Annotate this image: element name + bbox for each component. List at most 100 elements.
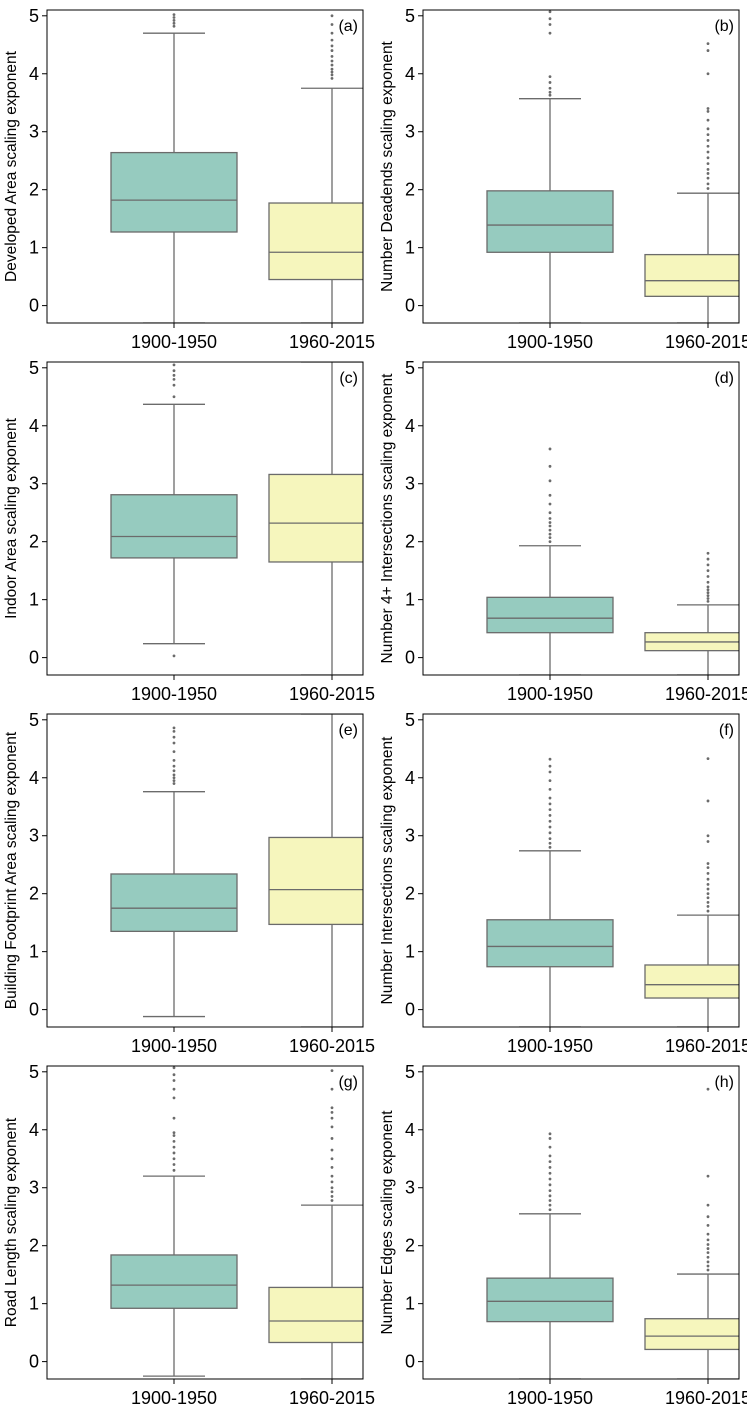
- panel-a-ytick-label-1: 1: [29, 238, 39, 258]
- panel-e-box-1900-1950-outlier-11: [172, 726, 176, 730]
- panel-c-ytick-label-2: 2: [29, 532, 39, 552]
- panel-h-box-1900-1950: [486, 1277, 614, 1323]
- panel-g-box-1900-1950-outlier-6: [172, 1134, 176, 1137]
- panel-f-ytick-label-0: 0: [405, 1000, 415, 1020]
- panel-f-box-1900-1950-outlier-6: [548, 814, 552, 817]
- panel-b-box-1960-2015-outlier-6: [706, 156, 710, 160]
- panel-b-box-1900-1950-outlier-7: [548, 17, 552, 21]
- panel-g-ytick-label-0: 0: [29, 1352, 39, 1372]
- panel-f-box-1960-2015-outlier-12: [706, 834, 710, 838]
- panel-e-box-1900-1950-outlier-3: [172, 773, 176, 777]
- panel-f-label: (f): [719, 722, 734, 739]
- panel-h-box-1900-1950-outlier-2: [548, 1199, 552, 1202]
- panel-g-box-1960-2015-outlier-10: [330, 1125, 334, 1129]
- panel-h-ylabel: Number Edges scaling exponent: [379, 1110, 396, 1335]
- panel-a-xtick-label-1900-1950: 1900-1950: [131, 332, 217, 352]
- panel-e-box-1900-1950-outlier-7: [172, 750, 176, 754]
- panel-d-label: (d): [714, 370, 734, 387]
- panel-f-box-1960-2015-outlier-4: [706, 892, 710, 896]
- panel-h-xtick-label-1960-2015: 1960-2015: [665, 1388, 747, 1408]
- panel-b-box-1960-2015-outlier-9: [706, 139, 710, 142]
- panel-e-box-1900-1950-outlier-9: [172, 735, 176, 739]
- panel-d-box-1960-2015-outlier-3: [706, 591, 710, 595]
- panel-e-ytick-label-5: 5: [29, 710, 39, 730]
- panel-b-chart: 0 1 2 3 4 5 1900-1950 1960-2015 Number Deadends …: [379, 6, 747, 352]
- panel-e-box-1900-1950-outlier-10: [172, 729, 176, 733]
- panel-d-ytick-label-5: 5: [405, 358, 415, 378]
- panel-h-box-1960-2015-outlier-13: [706, 1087, 710, 1091]
- panel-f-box-1960-2015-outlier-0: [706, 909, 710, 913]
- panel-d-box-1960-2015-outlier-4: [706, 588, 710, 592]
- panel-b-box-1900-1950-outlier-6: [548, 23, 552, 26]
- panel-e-box-1900-1950-outlier-4: [172, 769, 176, 773]
- panel-c-ytick-label-0: 0: [29, 648, 39, 668]
- panel-e-plot-area: [110, 714, 363, 1027]
- panel-h-box-1900-1950-outlier-10: [548, 1154, 552, 1158]
- panel-c-box-1900-1950-outlier-6: [172, 363, 176, 367]
- panel-b-box-1900-1950-outlier-0: [548, 93, 552, 97]
- panel-a-box-1960-2015: [268, 202, 363, 281]
- panel-h-box-1900-1950-outlier-9: [548, 1160, 552, 1164]
- panel-g-box-1900-1950-outlier-9: [172, 1096, 176, 1100]
- panel-a-box-1960-2015-outlier-11: [330, 23, 334, 26]
- panel-a-box-1900-1950-outlier-3: [172, 16, 176, 19]
- panel-d-xtick-label-1960-2015: 1960-2015: [665, 684, 747, 704]
- panel-a-ytick-label-2: 2: [29, 180, 39, 200]
- panel-a-box-1960-2015-outlier-9: [330, 38, 334, 42]
- panel-b-box-1960-2015-outlier-1: [706, 182, 710, 186]
- panel-d-box-1900-1950-outlier-4: [548, 524, 552, 528]
- panel-f-xtick-label-1900-1950: 1900-1950: [507, 1036, 593, 1056]
- panel-c-chart: 0 1 2 3 4 5 1900-1950 1960-2015 Indoor Area scal…: [3, 358, 375, 704]
- panel-f-box-1960-2015-outlier-1: [706, 905, 710, 908]
- panel-e-ytick-label-2: 2: [29, 884, 39, 904]
- panel-d-ytick-label-4: 4: [405, 416, 415, 436]
- panel-c-box-1900-1950-outlier-4: [172, 373, 176, 377]
- panel-e-box-1900-1950-outlier-0: [172, 782, 176, 785]
- panel-g-xtick-label-1900-1950: 1900-1950: [131, 1388, 217, 1408]
- panel-e-ytick-label-3: 3: [29, 826, 39, 846]
- panel-g-box-1960-2015-outlier-15: [330, 1069, 334, 1073]
- panel-f-box-1900-1950-outlier-11: [548, 779, 552, 783]
- panel-b-box-1960-2015-outlier-14: [706, 107, 710, 110]
- panel-d-plot-area: [486, 447, 739, 675]
- panel-c-xtick-label-1900-1950: 1900-1950: [131, 684, 217, 704]
- panel-e-box-1900-1950: [110, 873, 238, 933]
- panel-h-box-1960-2015-outlier-8: [706, 1232, 710, 1236]
- panel-b-label: (b): [714, 18, 734, 35]
- panel-e-box-1900-1950-outlier-5: [172, 764, 176, 768]
- panel-g-box-1900-1950-outlier-0: [172, 1168, 176, 1172]
- panel-g-box-1900-1950-outlier-10: [172, 1087, 176, 1091]
- panel-c-box-1960-2015: [268, 473, 363, 563]
- panel-b-box-1960-2015-outlier-8: [706, 144, 710, 148]
- panel-h-box-1960-2015-outlier-0: [706, 1268, 710, 1272]
- panel-e-label: (e): [338, 722, 358, 739]
- panel-h-box-1900-1950-outlier-13: [548, 1132, 552, 1136]
- panel-a-xtick-label-1960-2015: 1960-2015: [289, 332, 375, 352]
- panel-b-box-1960-2015-outlier-5: [706, 162, 710, 166]
- panel-f-box-1960-2015-outlier-8: [706, 871, 710, 875]
- panel-f-plot-area: [486, 757, 739, 1027]
- panel-g-box-1960-2015-outlier-2: [330, 1190, 334, 1194]
- panel-d-box-1960-2015-outlier-6: [706, 580, 710, 584]
- panel-g-box-1960-2015-outlier-8: [330, 1148, 334, 1152]
- panel-f-box-1900-1950-outlier-4: [548, 825, 552, 829]
- panel-g-box-1960-2015-outlier-14: [330, 1087, 334, 1091]
- panel-h-plot-area: [486, 1087, 739, 1379]
- panel-f-box-1960-2015-outlier-14: [706, 757, 710, 761]
- panel-d-box-1900-1950-outlier-10: [548, 479, 552, 483]
- panel-g-box-1960-2015-outlier-5: [330, 1174, 334, 1178]
- panel-h-box-1960-2015-outlier-10: [706, 1215, 710, 1219]
- panel-g-box-1900-1950-outlier-7: [172, 1131, 176, 1135]
- panel-c-box-1900-1950: [110, 494, 238, 559]
- panel-b-ylabel: Number Deadends scaling exponent: [379, 40, 396, 291]
- panel-b-box-1960-2015-outlier-10: [706, 133, 710, 137]
- panel-b-ytick-label-0: 0: [405, 296, 415, 316]
- panel-d-ylabel: Number 4+ Intersections scaling exponent: [379, 373, 396, 664]
- panel-c-box-1900-1950-outlier-2: [172, 383, 176, 387]
- panel-c-box-1900-1950-outlier-3: [172, 377, 176, 381]
- panel-g-box-1960-2015-outlier-9: [330, 1137, 334, 1140]
- panel-f-box-1900-1950-outlier-13: [548, 764, 552, 768]
- panel-h-xtick-label-1900-1950: 1900-1950: [507, 1388, 593, 1408]
- panel-g-ytick-label-5: 5: [29, 1062, 39, 1082]
- panel-d-box-1900-1950-outlier-8: [548, 502, 552, 506]
